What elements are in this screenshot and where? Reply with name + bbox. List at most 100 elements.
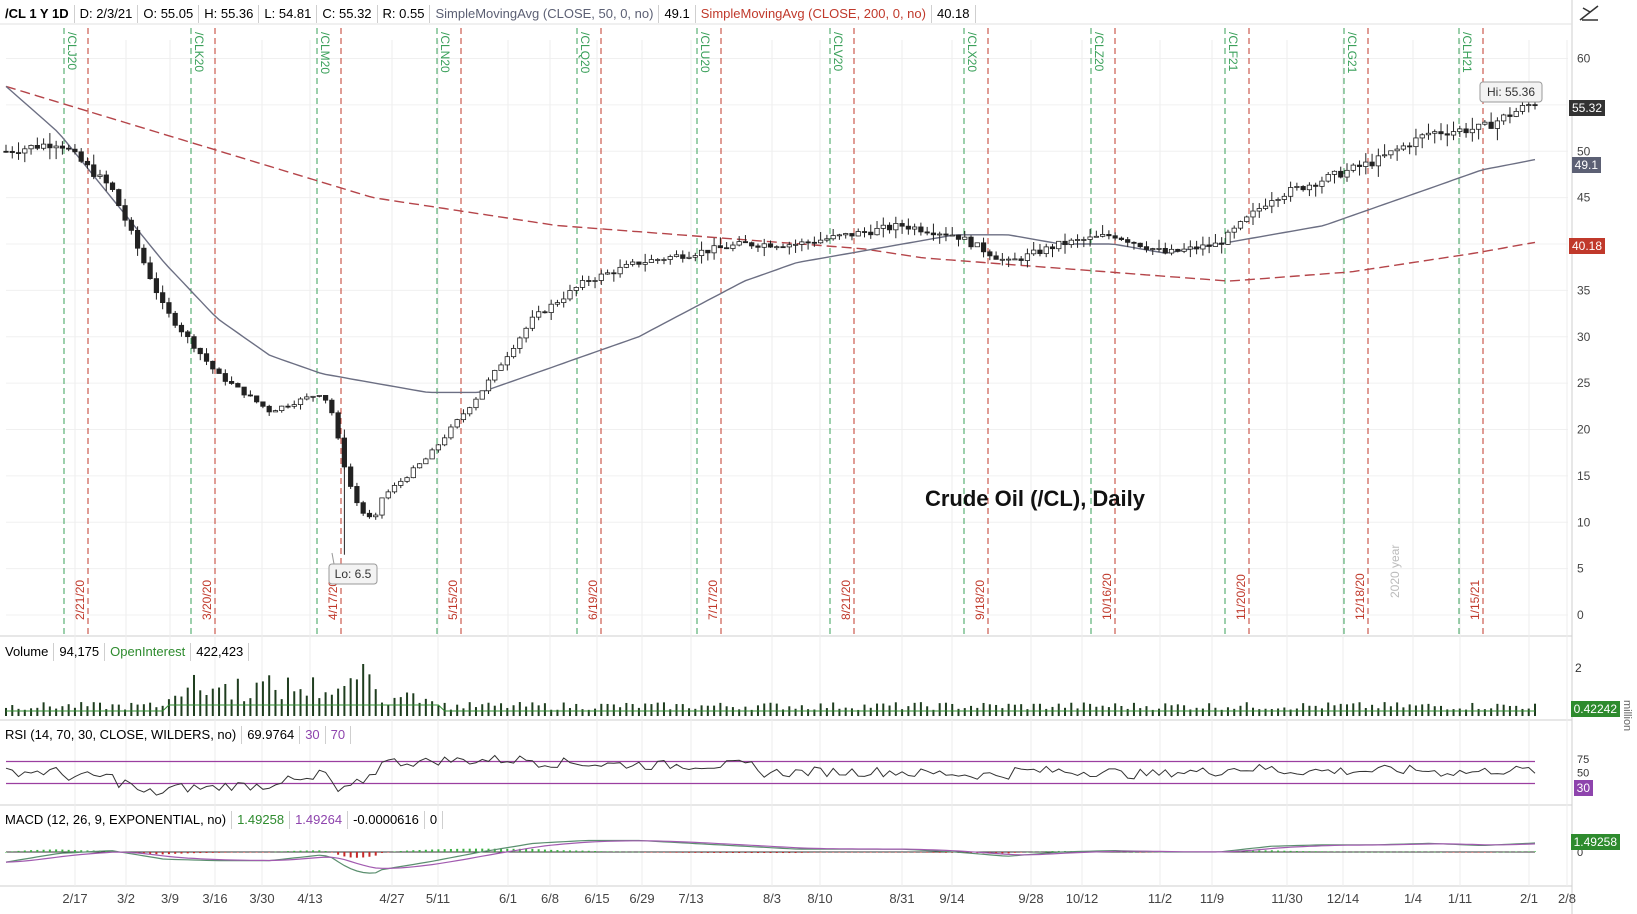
macd-histogram-bar (706, 852, 709, 853)
macd-histogram-bar (474, 848, 477, 852)
candle-body (1319, 180, 1325, 187)
macd-histogram-bar (1414, 851, 1417, 853)
volume-bar (681, 704, 684, 716)
volume-bar (55, 708, 58, 716)
macd-histogram-bar (631, 851, 634, 853)
candle-body (1062, 240, 1068, 246)
time-tick: 9/28 (1018, 891, 1043, 906)
candle-body (1074, 239, 1081, 241)
candle-body (191, 336, 197, 349)
volume-bar (462, 708, 465, 716)
candle-body (109, 182, 116, 190)
candle-body (53, 145, 59, 149)
macd-histogram-bar (67, 849, 70, 852)
macd-histogram-bar (1483, 852, 1486, 853)
volume-bar (1045, 708, 1048, 716)
macd-histogram-bar (894, 852, 897, 853)
candle-body (554, 302, 561, 305)
volume-bar (343, 685, 346, 716)
macd-diff: -0.0000616 (348, 811, 425, 829)
candle-body (141, 247, 147, 264)
volume-bar (807, 709, 810, 716)
candle-body (686, 256, 692, 259)
candle-body (1256, 208, 1262, 212)
rsi-upper: 70 (326, 726, 352, 744)
volume-bar (1527, 708, 1530, 716)
candle-body (1012, 258, 1018, 261)
macd-histogram-bar (167, 852, 170, 855)
time-tick: 1/11 (1448, 891, 1472, 906)
volume-bar (1295, 708, 1298, 716)
volume-bar (1139, 708, 1142, 716)
candle-body (398, 480, 404, 486)
time-tick: 11/2 (1148, 891, 1172, 906)
candle-body (1306, 184, 1313, 191)
time-tick: 6/1 (499, 891, 517, 906)
volume-bar (750, 709, 753, 716)
macd-histogram-bar (1427, 851, 1430, 853)
sma200-label[interactable]: SimpleMovingAvg (CLOSE, 200, 0, no) (696, 5, 932, 23)
sma50-label[interactable]: SimpleMovingAvg (CLOSE, 50, 0, no) (430, 5, 660, 23)
volume-bar (575, 703, 578, 716)
price-axis: 605550454035302520151050 (1577, 52, 1591, 622)
macd-histogram-bar (243, 852, 246, 853)
macd-histogram-bar (424, 849, 427, 852)
macd-label[interactable]: MACD (12, 26, 9, EXPONENTIAL, no) (0, 811, 233, 829)
macd-histogram-bar (568, 850, 571, 852)
time-tick: 3/9 (161, 891, 179, 906)
volume-bar (731, 707, 734, 716)
macd-histogram-bar (587, 850, 590, 852)
price-grid (6, 40, 1568, 886)
candle-body (492, 370, 498, 381)
expiry-label: 11/20/20 (1234, 574, 1248, 620)
macd-histogram-bar (944, 852, 947, 853)
candle-body (529, 316, 535, 329)
contract-expiry-markers: /CLJ20 2/21/20/CLK20 3/20/20/CLM20 4/17/20 /… (63, 28, 1484, 636)
rsi-tick: 50 (1577, 768, 1589, 780)
volume-bar (362, 664, 365, 716)
volume-bar (531, 702, 534, 716)
rsi-tick: 75 (1577, 754, 1589, 766)
volume-bar (1195, 707, 1198, 716)
oi-label[interactable]: OpenInterest (105, 643, 192, 661)
candle-body (1288, 187, 1294, 197)
chart-title: Crude Oil (/CL), Daily (925, 486, 1146, 511)
volume-bar (1371, 704, 1374, 716)
price-tick: 0 (1577, 608, 1584, 622)
candle-body (404, 477, 410, 482)
sma200-tag: 40.18 (1568, 238, 1605, 254)
candle-body (134, 229, 141, 249)
volume-bar (286, 677, 289, 716)
volume-bar (23, 709, 26, 716)
candle-body (523, 327, 529, 339)
macd-histogram-bar (261, 852, 264, 853)
macd-histogram-bar (600, 851, 603, 852)
candle-body (736, 241, 742, 246)
volume-bar (650, 704, 653, 716)
volume-bar (606, 703, 609, 716)
macd-histogram-bar (255, 852, 258, 853)
macd-histogram-bar (1151, 852, 1154, 853)
volume-bar (192, 674, 195, 716)
symbol-label[interactable]: /CL 1 Y 1D (0, 5, 75, 23)
volume-bar (957, 708, 960, 716)
macd-histogram-bar (337, 852, 340, 855)
volume-label[interactable]: Volume (0, 643, 55, 661)
rsi-label[interactable]: RSI (14, 70, 30, CLOSE, WILDERS, no) (0, 726, 243, 744)
candle-body (1444, 133, 1450, 136)
time-tick: 11/30 (1271, 891, 1303, 906)
drawing-tool-icon[interactable] (1579, 5, 1599, 21)
volume-bar (1483, 709, 1486, 716)
range-label: R: 0.55 (378, 5, 431, 23)
macd-histogram-bar (932, 852, 935, 853)
candle-body (692, 255, 698, 258)
macd-histogram-bar (995, 852, 998, 854)
price-candles (3, 95, 1538, 555)
candle-body (1338, 170, 1344, 178)
candle-body (1043, 246, 1049, 255)
macd-histogram-bar (1283, 850, 1286, 852)
volume-bar (318, 698, 321, 716)
volume-bar (782, 709, 785, 716)
volume-bar (1270, 709, 1273, 716)
